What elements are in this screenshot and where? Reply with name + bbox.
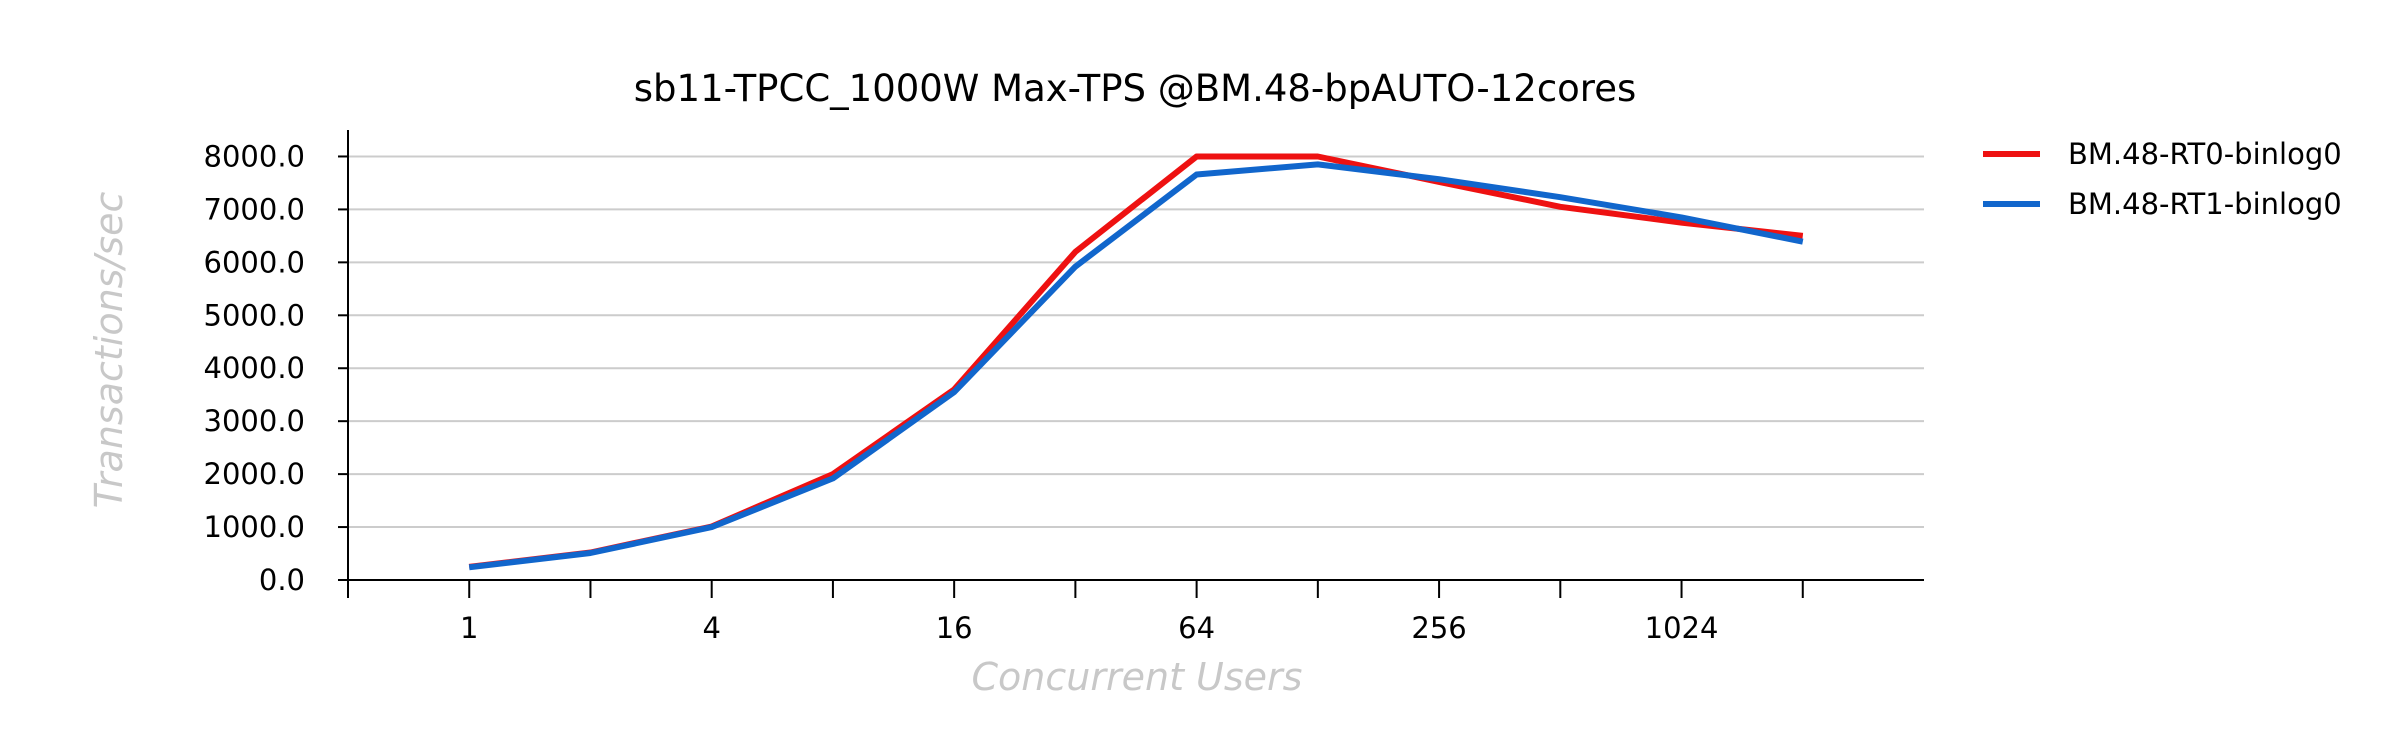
x-tick-labels: 1 4 16 64 256 1024 (347, 580, 1804, 645)
y-tick-label: 1000.0 (204, 510, 305, 544)
y-tick-label: 7000.0 (204, 192, 305, 226)
x-tick-label: 1024 (1645, 611, 1719, 645)
x-tick-label: 1 (460, 611, 478, 645)
x-tick-label: 64 (1178, 611, 1215, 645)
legend-label: BM.48-RT1-binlog0 (2068, 187, 2342, 221)
chart-title: sb11-TPCC_1000W Max-TPS @BM.48-bpAUTO-12… (634, 67, 1636, 110)
y-tick-label: 6000.0 (204, 245, 305, 279)
y-tick-label: 4000.0 (204, 351, 305, 385)
y-tick-label: 3000.0 (204, 404, 305, 438)
y-tick-label: 8000.0 (204, 139, 305, 173)
x-tick-label: 4 (702, 611, 720, 645)
y-tick-label: 2000.0 (204, 457, 305, 491)
x-tick-label: 256 (1411, 611, 1466, 645)
gridlines (348, 155, 1924, 529)
legend-label: BM.48-RT0-binlog0 (2068, 137, 2342, 171)
x-tick-label: 16 (936, 611, 973, 645)
axes (347, 130, 1924, 581)
y-tick-label: 0.0 (259, 563, 305, 597)
series-line (468, 161, 1804, 571)
y-tick-labels: 0.0 1000.0 2000.0 3000.0 4000.0 5000.0 6000.0 7… (204, 139, 348, 597)
x-axis-title: Concurrent Users (972, 655, 1303, 699)
y-tick-label: 5000.0 (204, 298, 305, 332)
y-axis-title: Transactions/sec (87, 192, 131, 509)
series-lines (468, 153, 1804, 571)
legend: BM.48-RT0-binlog0 BM.48-RT1-binlog0 (1983, 137, 2342, 221)
